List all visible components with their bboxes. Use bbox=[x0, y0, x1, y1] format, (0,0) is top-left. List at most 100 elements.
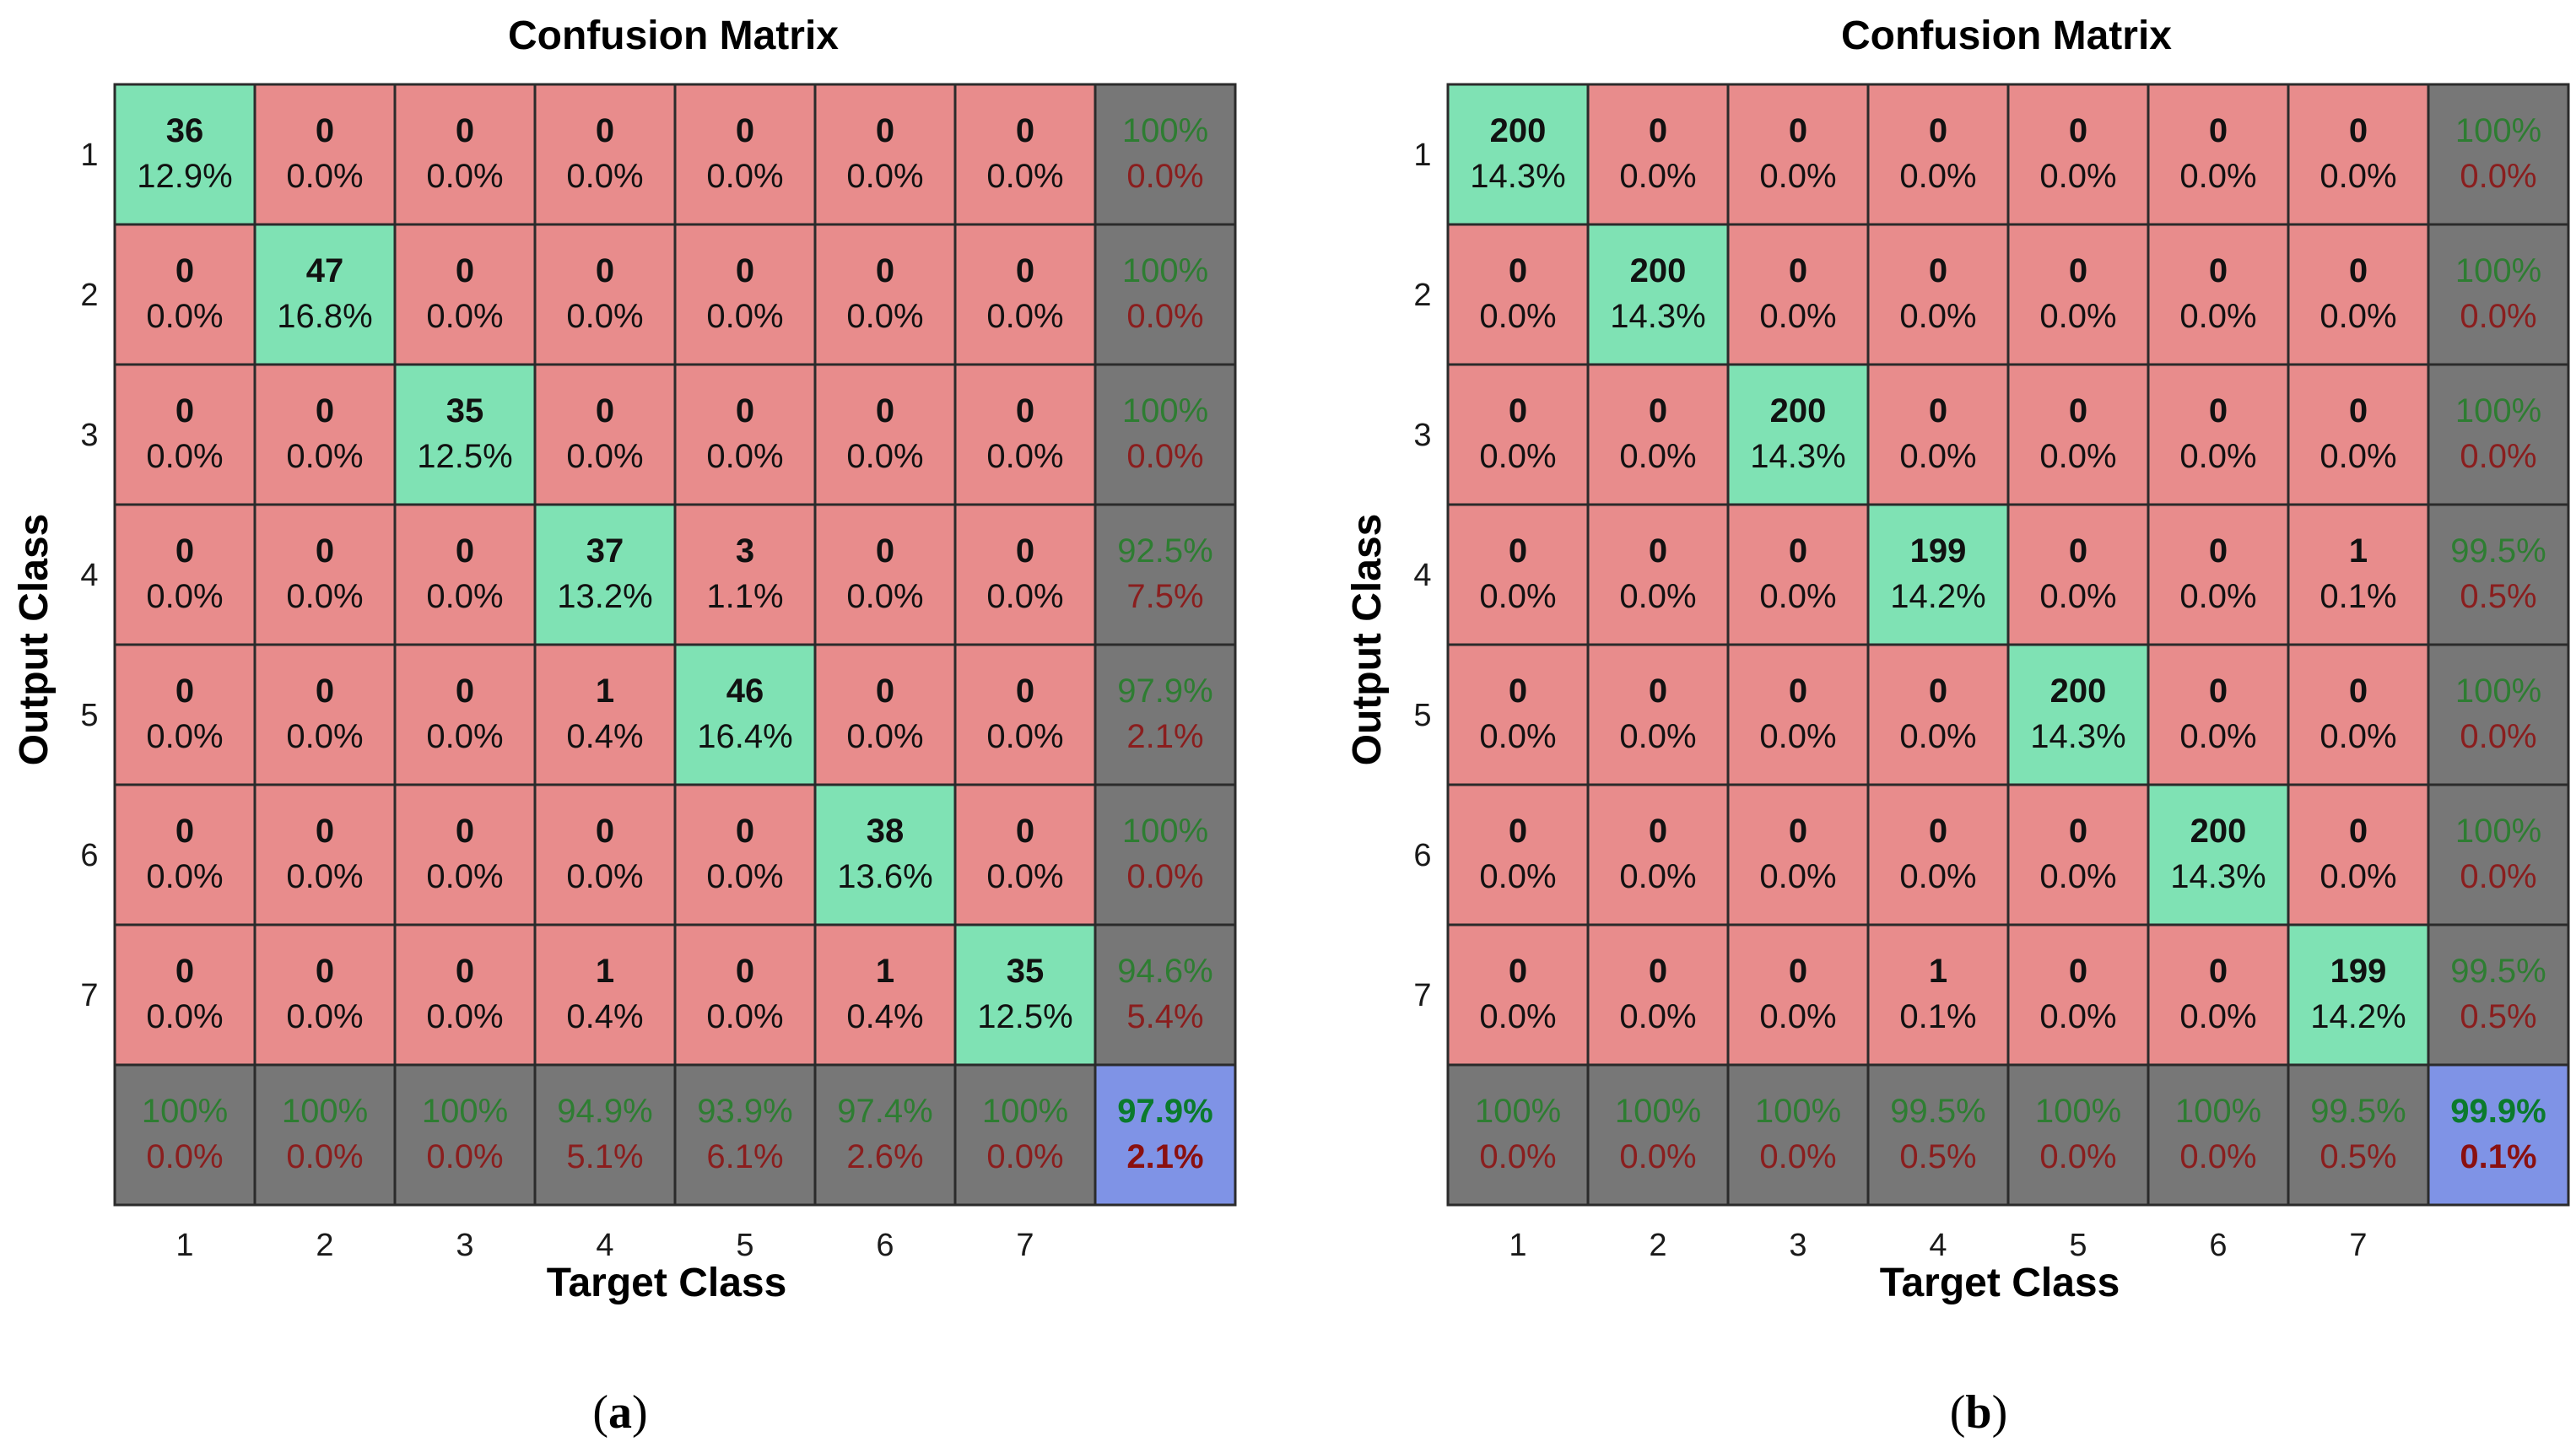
cell-count: 0 bbox=[2069, 252, 2087, 289]
cell-percent: 0.0% bbox=[566, 158, 643, 195]
cell-count: 0 bbox=[2069, 392, 2087, 429]
col-summary-cell bbox=[2287, 1063, 2430, 1207]
cell-percent: 0.0% bbox=[426, 298, 503, 335]
cell-count: 0 bbox=[596, 252, 614, 289]
diagonal-cell bbox=[2006, 643, 2150, 786]
diagonal-cell bbox=[1446, 83, 1590, 226]
x-axis-label: Target Class bbox=[547, 1261, 787, 1305]
cell-count: 200 bbox=[2190, 813, 2247, 850]
cell-count: 0 bbox=[1929, 672, 1947, 710]
offdiagonal-cell bbox=[1446, 923, 1590, 1067]
diagonal-cell bbox=[253, 223, 397, 366]
offdiagonal-cell bbox=[253, 503, 397, 646]
cell-percent: 0.0% bbox=[1759, 718, 1836, 755]
offdiagonal-cell bbox=[813, 363, 957, 506]
col-summary-error: 0.0% bbox=[1479, 1138, 1556, 1175]
offdiagonal-cell bbox=[533, 223, 677, 366]
cell-percent: 16.8% bbox=[277, 298, 372, 335]
offdiagonal-cell bbox=[2147, 83, 2290, 226]
cell-percent: 0.0% bbox=[1619, 858, 1696, 895]
cell-count: 0 bbox=[1016, 813, 1034, 850]
offdiagonal-cell bbox=[113, 783, 257, 926]
col-summary-cell bbox=[813, 1063, 957, 1207]
cell-count: 0 bbox=[596, 813, 614, 850]
cell-count: 1 bbox=[876, 953, 894, 990]
offdiagonal-cell bbox=[2287, 83, 2430, 226]
col-summary-correct: 100% bbox=[2035, 1093, 2121, 1130]
confusion-matrix-a: Confusion Matrix Output Class Target Cla… bbox=[0, 0, 1288, 1449]
cell-count: 47 bbox=[306, 252, 344, 289]
cell-percent: 0.0% bbox=[2179, 438, 2256, 475]
offdiagonal-cell bbox=[113, 223, 257, 366]
col-summary-cell bbox=[673, 1063, 817, 1207]
cell-count: 1 bbox=[2349, 532, 2368, 570]
offdiagonal-cell bbox=[533, 783, 677, 926]
caption-letter: b bbox=[1965, 1386, 1991, 1439]
cell-count: 0 bbox=[176, 672, 194, 710]
y-tick-label: 3 bbox=[80, 418, 98, 453]
offdiagonal-cell bbox=[1726, 643, 1870, 786]
cell-percent: 0.0% bbox=[986, 578, 1063, 615]
cell-percent: 0.0% bbox=[1619, 718, 1696, 755]
offdiagonal-cell bbox=[813, 223, 957, 366]
cell-percent: 0.0% bbox=[2039, 438, 2116, 475]
row-summary-cell bbox=[1094, 503, 1237, 646]
cell-percent: 12.5% bbox=[977, 998, 1072, 1035]
offdiagonal-cell bbox=[2006, 363, 2150, 506]
offdiagonal-cell bbox=[2147, 923, 2290, 1067]
offdiagonal-cell bbox=[1586, 83, 1730, 226]
diagonal-cell bbox=[2147, 783, 2290, 926]
row-summary-correct: 100% bbox=[2455, 392, 2541, 429]
cell-percent: 0.0% bbox=[1619, 438, 1696, 475]
row-summary-cell bbox=[2427, 503, 2570, 646]
offdiagonal-cell bbox=[1866, 783, 2010, 926]
cell-count: 0 bbox=[1789, 813, 1807, 850]
cell-count: 0 bbox=[1789, 252, 1807, 289]
col-summary-correct: 99.5% bbox=[2310, 1093, 2406, 1130]
offdiagonal-cell bbox=[1446, 503, 1590, 646]
confusion-matrix-a-svg: Confusion Matrix Output Class Target Cla… bbox=[12, 14, 1237, 1439]
cell-percent: 0.0% bbox=[566, 298, 643, 335]
offdiagonal-cell bbox=[2287, 503, 2430, 646]
offdiagonal-cell bbox=[2147, 643, 2290, 786]
cell-percent: 0.0% bbox=[706, 858, 783, 895]
offdiagonal-cell bbox=[2147, 363, 2290, 506]
row-summary-error: 0.0% bbox=[2460, 298, 2536, 335]
cell-percent: 0.4% bbox=[566, 998, 643, 1035]
cell-count: 0 bbox=[736, 813, 754, 850]
cell-count: 0 bbox=[456, 672, 474, 710]
cell-percent: 0.0% bbox=[1759, 298, 1836, 335]
cell-count: 0 bbox=[316, 392, 334, 429]
cell-count: 0 bbox=[1649, 672, 1667, 710]
caption-letter: a bbox=[608, 1386, 632, 1439]
offdiagonal-cell bbox=[393, 503, 537, 646]
x-tick-label: 7 bbox=[2349, 1228, 2367, 1263]
cell-count: 0 bbox=[736, 252, 754, 289]
cell-count: 0 bbox=[316, 953, 334, 990]
cell-count: 0 bbox=[2349, 672, 2368, 710]
cell-percent: 0.0% bbox=[706, 998, 783, 1035]
offdiagonal-cell bbox=[2287, 783, 2430, 926]
offdiagonal-cell bbox=[953, 363, 1097, 506]
cell-count: 0 bbox=[176, 532, 194, 570]
cell-count: 0 bbox=[1649, 813, 1667, 850]
offdiagonal-cell bbox=[1446, 363, 1590, 506]
cell-count: 200 bbox=[1630, 252, 1687, 289]
cell-count: 0 bbox=[736, 392, 754, 429]
cell-count: 0 bbox=[876, 252, 894, 289]
col-summary-cell bbox=[2147, 1063, 2290, 1207]
cell-percent: 0.0% bbox=[426, 578, 503, 615]
cell-percent: 0.0% bbox=[846, 438, 923, 475]
cell-percent: 0.0% bbox=[986, 718, 1063, 755]
offdiagonal-cell bbox=[1446, 223, 1590, 366]
cell-percent: 0.0% bbox=[1479, 438, 1556, 475]
x-axis-label: Target Class bbox=[1880, 1261, 2120, 1305]
y-tick-label: 2 bbox=[1413, 278, 1431, 313]
col-summary-cell bbox=[533, 1063, 677, 1207]
y-tick-label: 7 bbox=[1413, 978, 1431, 1013]
row-summary-correct: 92.5% bbox=[1117, 532, 1212, 570]
row-summary-cell bbox=[2427, 643, 2570, 786]
offdiagonal-cell bbox=[1866, 643, 2010, 786]
cell-count: 0 bbox=[456, 252, 474, 289]
row-summary-error: 0.0% bbox=[1126, 298, 1203, 335]
